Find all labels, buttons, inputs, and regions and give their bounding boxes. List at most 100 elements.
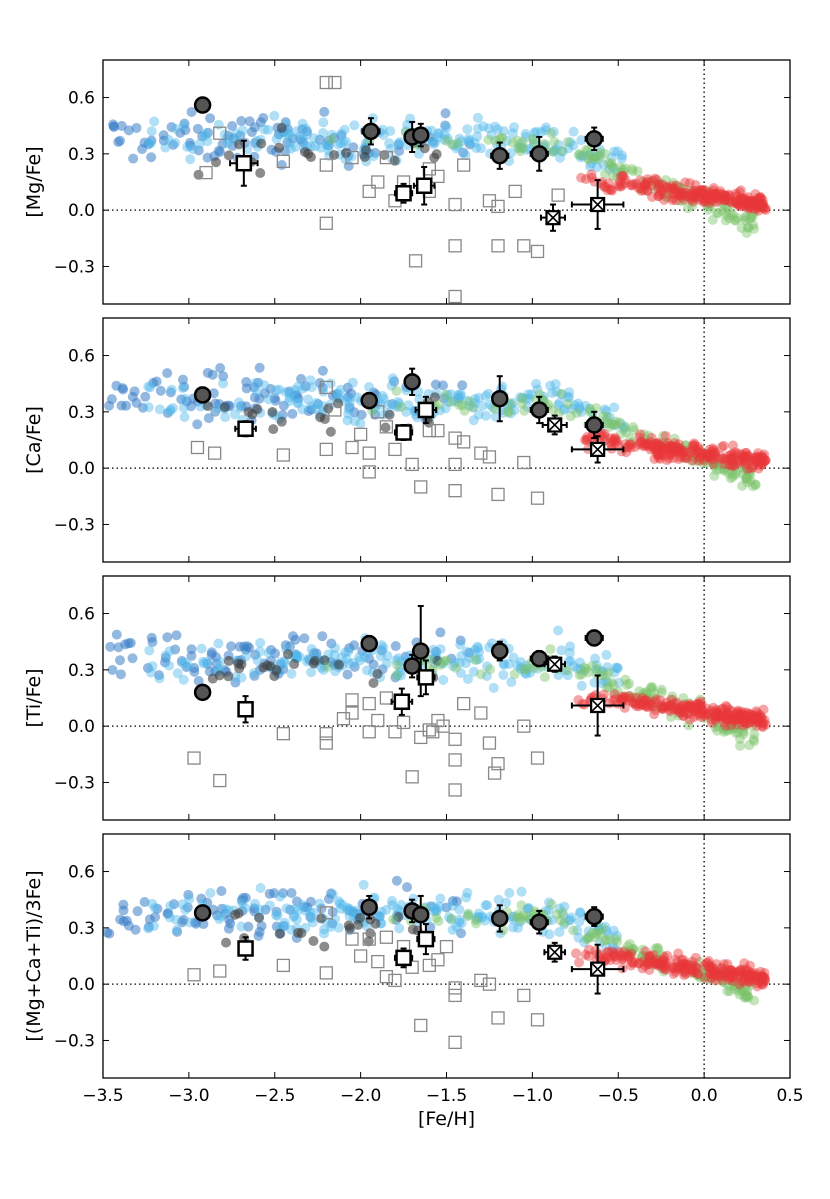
dwarf-dot (223, 655, 234, 666)
thin-disk-dot (614, 181, 625, 192)
thin-disk-dot (700, 449, 711, 460)
halo-light-dot (516, 664, 527, 675)
thick-disk-dot (715, 963, 726, 974)
small-open-square (345, 693, 359, 707)
thick-disk-dot (600, 670, 611, 681)
thin-disk-dot (727, 460, 738, 471)
small-open-square (345, 150, 359, 165)
thick-disk-dot (467, 402, 478, 413)
thick-disk-dot (649, 183, 660, 194)
thin-disk-dot (686, 960, 697, 971)
halo-dark-dot (440, 108, 451, 119)
halo-light-dot (574, 916, 585, 927)
halo-light-dot (333, 896, 344, 907)
halo-light-dot (602, 662, 613, 673)
halo-light-dot (144, 137, 155, 148)
thick-disk-dot (517, 393, 528, 404)
thin-disk-dot (653, 960, 664, 971)
halo-light-dot (279, 917, 290, 928)
thick-disk-dot (707, 214, 718, 225)
thin-disk-dot (715, 453, 726, 464)
thick-disk-dot (746, 209, 757, 220)
halo-light-dot (569, 661, 580, 672)
thin-disk-dot (716, 966, 727, 977)
halo-light-dot (468, 415, 479, 426)
halo-light-dot (460, 658, 471, 669)
thin-disk-dot (712, 191, 723, 202)
halo-light-dot (298, 134, 309, 145)
small-open-square (319, 75, 333, 90)
halo-light-dot (172, 668, 183, 679)
halo-dark-dot (165, 387, 176, 398)
small-open-square (379, 150, 394, 165)
small-open-square (491, 1011, 505, 1025)
thin-disk-dot (759, 715, 770, 726)
thin-disk-dot (712, 707, 723, 718)
halo-light-dot (360, 652, 371, 663)
thin-disk-dot (649, 709, 660, 720)
thick-disk-dot (697, 964, 708, 975)
halo-dark-dot (250, 649, 261, 660)
thin-disk-dot (734, 713, 745, 724)
crossed-square-x (547, 417, 562, 433)
halo-light-dot (469, 137, 480, 148)
thin-disk-dot (647, 949, 658, 960)
thick-disk-dot (694, 971, 705, 982)
thin-disk-dot (636, 185, 647, 196)
thick-disk-dot (620, 691, 631, 702)
halo-light-dot (562, 670, 573, 681)
thick-disk-dot (743, 222, 754, 233)
dwarf-dot (276, 416, 287, 427)
thin-disk-dot (737, 708, 748, 719)
halo-light-dot (480, 410, 491, 421)
halo-light-dot (255, 883, 266, 894)
thin-disk-dot (730, 188, 741, 199)
thin-disk-dot (708, 702, 719, 713)
thin-disk-dot (751, 717, 762, 728)
thick-disk-dot (655, 442, 666, 453)
thick-disk-dot (606, 158, 617, 169)
halo-dark-dot (160, 652, 171, 663)
thick-disk-dot (701, 457, 712, 468)
thin-disk-dot (709, 189, 720, 200)
small-open-square (379, 930, 394, 944)
halo-light-dot (289, 904, 300, 915)
thick-disk-dot (746, 213, 757, 224)
thin-disk-dot (618, 693, 629, 704)
thin-disk-dot (728, 460, 739, 471)
halo-light-dot (387, 899, 398, 910)
halo-light-dot (454, 657, 465, 668)
thin-disk-dot (716, 704, 727, 715)
y-tick-label: 0.3 (68, 403, 95, 423)
thin-disk-dot (692, 698, 703, 709)
thick-disk-dot (725, 721, 736, 732)
y-axis-label: [Mg/Fe] (23, 146, 45, 217)
halo-light-dot (166, 384, 177, 395)
halo-light-dot (450, 657, 461, 668)
thin-disk-dot (759, 455, 770, 466)
thin-disk-dot (624, 951, 635, 962)
thin-disk-dot (727, 452, 738, 463)
thin-disk-dot (631, 178, 642, 189)
thick-disk-dot (705, 455, 716, 466)
thin-disk-dot (689, 706, 700, 717)
small-open-square (213, 773, 227, 788)
thick-disk-dot (590, 932, 601, 943)
halo-light-dot (306, 667, 317, 678)
thick-disk-dot (628, 944, 639, 955)
thin-disk-dot (748, 199, 759, 210)
halo-dark-dot (440, 120, 451, 131)
filled-circle-point (362, 122, 380, 141)
halo-light-dot (453, 390, 464, 401)
halo-dark-dot (111, 629, 122, 640)
thin-disk-dot (744, 970, 755, 981)
thick-disk-dot (675, 961, 686, 972)
thick-disk-dot (707, 711, 718, 722)
halo-light-dot (300, 905, 311, 916)
halo-light-dot (544, 897, 555, 908)
thin-disk-dot (751, 198, 762, 209)
thick-disk-dot (695, 972, 706, 983)
halo-light-dot (550, 379, 561, 390)
halo-light-dot (523, 903, 534, 914)
thin-disk-dot (757, 200, 768, 211)
